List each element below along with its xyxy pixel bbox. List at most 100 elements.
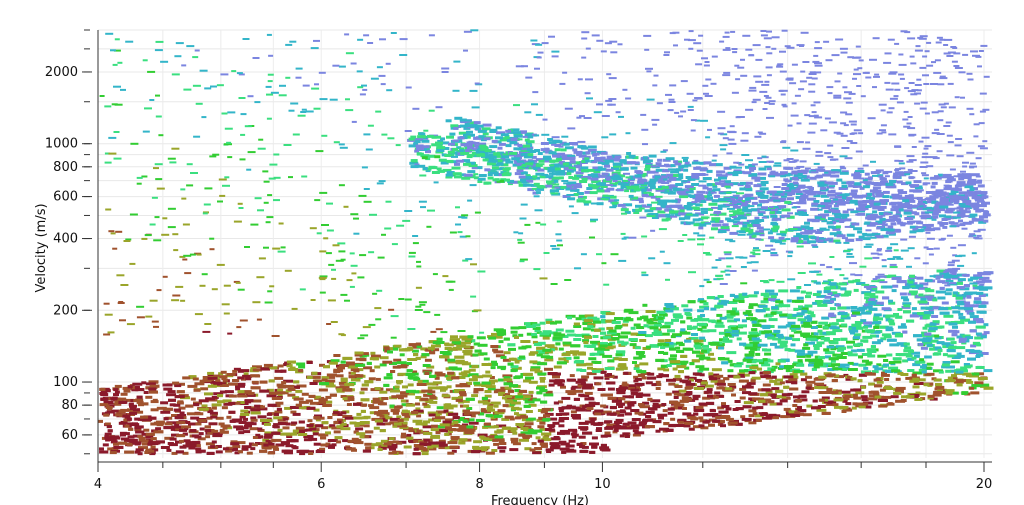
dispersion-cell [457,428,468,432]
dispersion-cell [275,391,285,395]
dispersion-cell [846,345,853,349]
dispersion-cell [368,377,376,381]
dispersion-cell [868,299,878,303]
dispersion-cell [937,349,943,352]
dispersion-cell [333,421,339,425]
dispersion-cell [499,449,506,453]
dispersion-cell [783,359,790,362]
dispersion-cell [282,426,290,430]
dispersion-cell [761,363,771,367]
dispersion-cell [237,450,243,454]
dispersion-cell [138,436,146,440]
dispersion-cell [667,329,675,333]
dispersion-cell [734,297,745,301]
dispersion-cell [665,428,674,432]
dispersion-cell [345,447,356,451]
dispersion-cell [730,312,740,316]
dispersion-cell [650,399,661,403]
dispersion-cell [929,397,938,401]
dispersion-cell [548,428,555,432]
dispersion-cell [205,435,211,439]
dispersion-cell [99,387,106,391]
dispersion-cell [760,393,769,397]
dispersion-cell [790,239,799,243]
dispersion-cell [379,390,388,394]
dispersion-cell [719,316,727,320]
dispersion-cell [804,221,810,225]
dispersion-cell [764,348,772,352]
dispersion-cell [582,383,593,387]
dispersion-cell [761,331,770,334]
dispersion-cell [508,347,516,351]
dispersion-cell [748,421,757,425]
dispersion-cell [751,364,759,368]
dispersion-cell [831,286,836,289]
dispersion-cell [145,395,153,399]
dispersion-cell [168,398,176,402]
dispersion-cell [778,335,784,339]
dispersion-cell [237,382,246,386]
dispersion-cell [595,429,602,432]
dispersion-cell [657,319,664,323]
dispersion-cell [329,424,336,428]
dispersion-cell [873,392,880,396]
dispersion-cell [281,381,287,385]
dispersion-cell [555,328,564,332]
dispersion-cell [104,434,110,438]
dispersion-cell [120,392,128,396]
dispersion-cell [854,402,862,406]
dispersion-cell [832,329,843,333]
dispersion-cell [960,366,968,370]
dispersion-cell [456,344,467,348]
dispersion-cell [215,445,222,448]
dispersion-cell [663,351,669,355]
dispersion-cell [862,335,873,339]
dispersion-cell [145,432,155,436]
dispersion-cell [268,445,279,449]
dispersion-cell [847,361,854,365]
dispersion-cell [589,450,596,454]
dispersion-cell [875,290,885,294]
dispersion-cell [141,381,147,385]
dispersion-cell [457,347,462,351]
dispersion-cell [627,421,637,425]
dispersion-cell [333,368,343,372]
dispersion-cell [844,394,852,398]
dispersion-cell [905,354,913,358]
dispersion-cell [586,407,594,410]
dispersion-cell [855,391,865,395]
dispersion-cell [910,211,917,215]
dispersion-cell [570,188,579,192]
dispersion-cell [737,214,745,218]
dispersion-cell [173,408,181,412]
dispersion-cell [573,433,579,437]
dispersion-cell [725,407,732,411]
dispersion-cell [213,392,224,396]
dispersion-cell [647,376,657,380]
dispersion-cell [951,275,958,278]
dispersion-cell [704,384,714,388]
dispersion-cell [633,367,640,370]
dispersion-cell [699,367,710,371]
dispersion-cell [793,395,800,399]
dispersion-cell [688,336,699,340]
dispersion-cell [417,447,427,450]
dispersion-cell [118,441,128,445]
dispersion-cell [918,343,924,346]
dispersion-cell [978,294,986,297]
dispersion-cell [113,402,122,406]
dispersion-cell [824,324,831,327]
dispersion-cell [355,363,366,367]
dispersion-cell [448,347,456,351]
dispersion-cell [474,349,482,353]
dispersion-cell [833,338,841,341]
dispersion-cell [976,280,985,284]
dispersion-cell [569,374,575,378]
dispersion-cell [683,424,691,428]
dispersion-cell [136,395,143,399]
dispersion-cell [434,412,442,416]
dispersion-cell [643,418,654,422]
dispersion-cell [226,373,236,376]
dispersion-cell [560,385,566,389]
dispersion-cell [510,326,520,330]
